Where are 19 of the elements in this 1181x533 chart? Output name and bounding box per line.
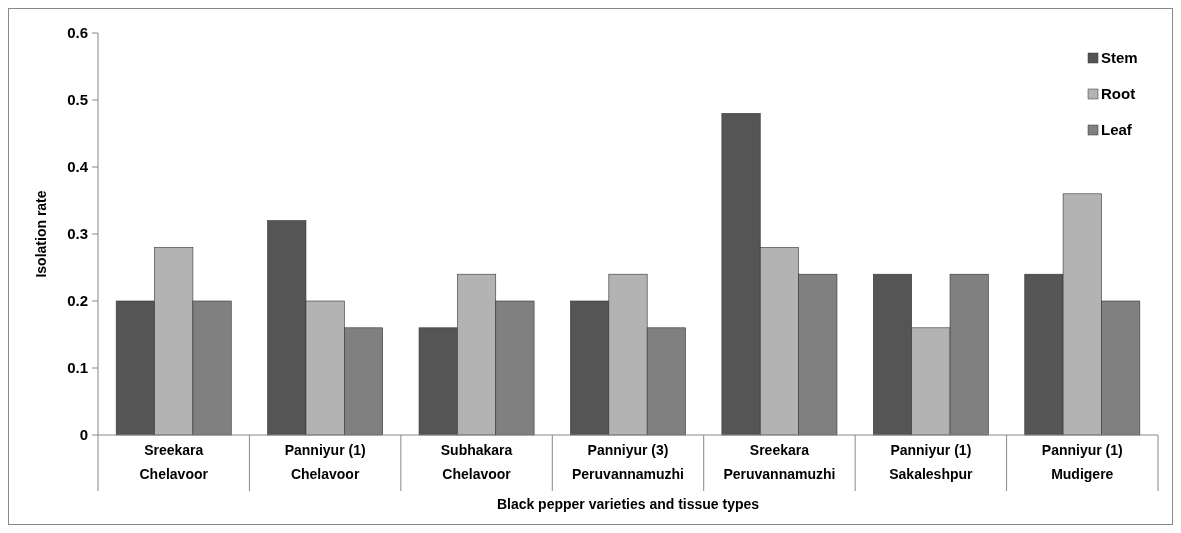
y-tick-label: 0.3 (67, 225, 88, 243)
y-tick-label: 0.4 (67, 158, 89, 176)
y-axis-title: Isolation rate (33, 190, 49, 278)
x-tick-label: Panniyur (1) Chelavoor (284, 442, 366, 482)
y-tick-label: 0 (79, 426, 88, 444)
y-tick-label: 0.5 (67, 91, 88, 109)
y-tick-label: 0.1 (67, 359, 88, 377)
x-tick-label: Sreekara Chelavoor (139, 442, 209, 482)
y-tick-label: 0.6 (67, 24, 88, 42)
x-tick-label: Panniyur (1) Mudigere (1041, 442, 1123, 482)
x-tick-label: Sreekara Peruvannamuzhi (723, 442, 836, 482)
legend-label: Leaf (1101, 121, 1133, 139)
x-axis-title: Black pepper varieties and tissue types (496, 496, 760, 512)
x-tick-label: Panniyur (1) Sakaleshpur (889, 442, 974, 482)
x-tick-label: Subhakara Chelavoor (440, 442, 513, 482)
x-tick-label: Panniyur (3) Peruvannamuzhi (571, 442, 685, 482)
legend-label: Root (1101, 85, 1136, 103)
y-tick-label: 0.2 (67, 292, 88, 310)
legend-label: Stem (1101, 49, 1138, 67)
